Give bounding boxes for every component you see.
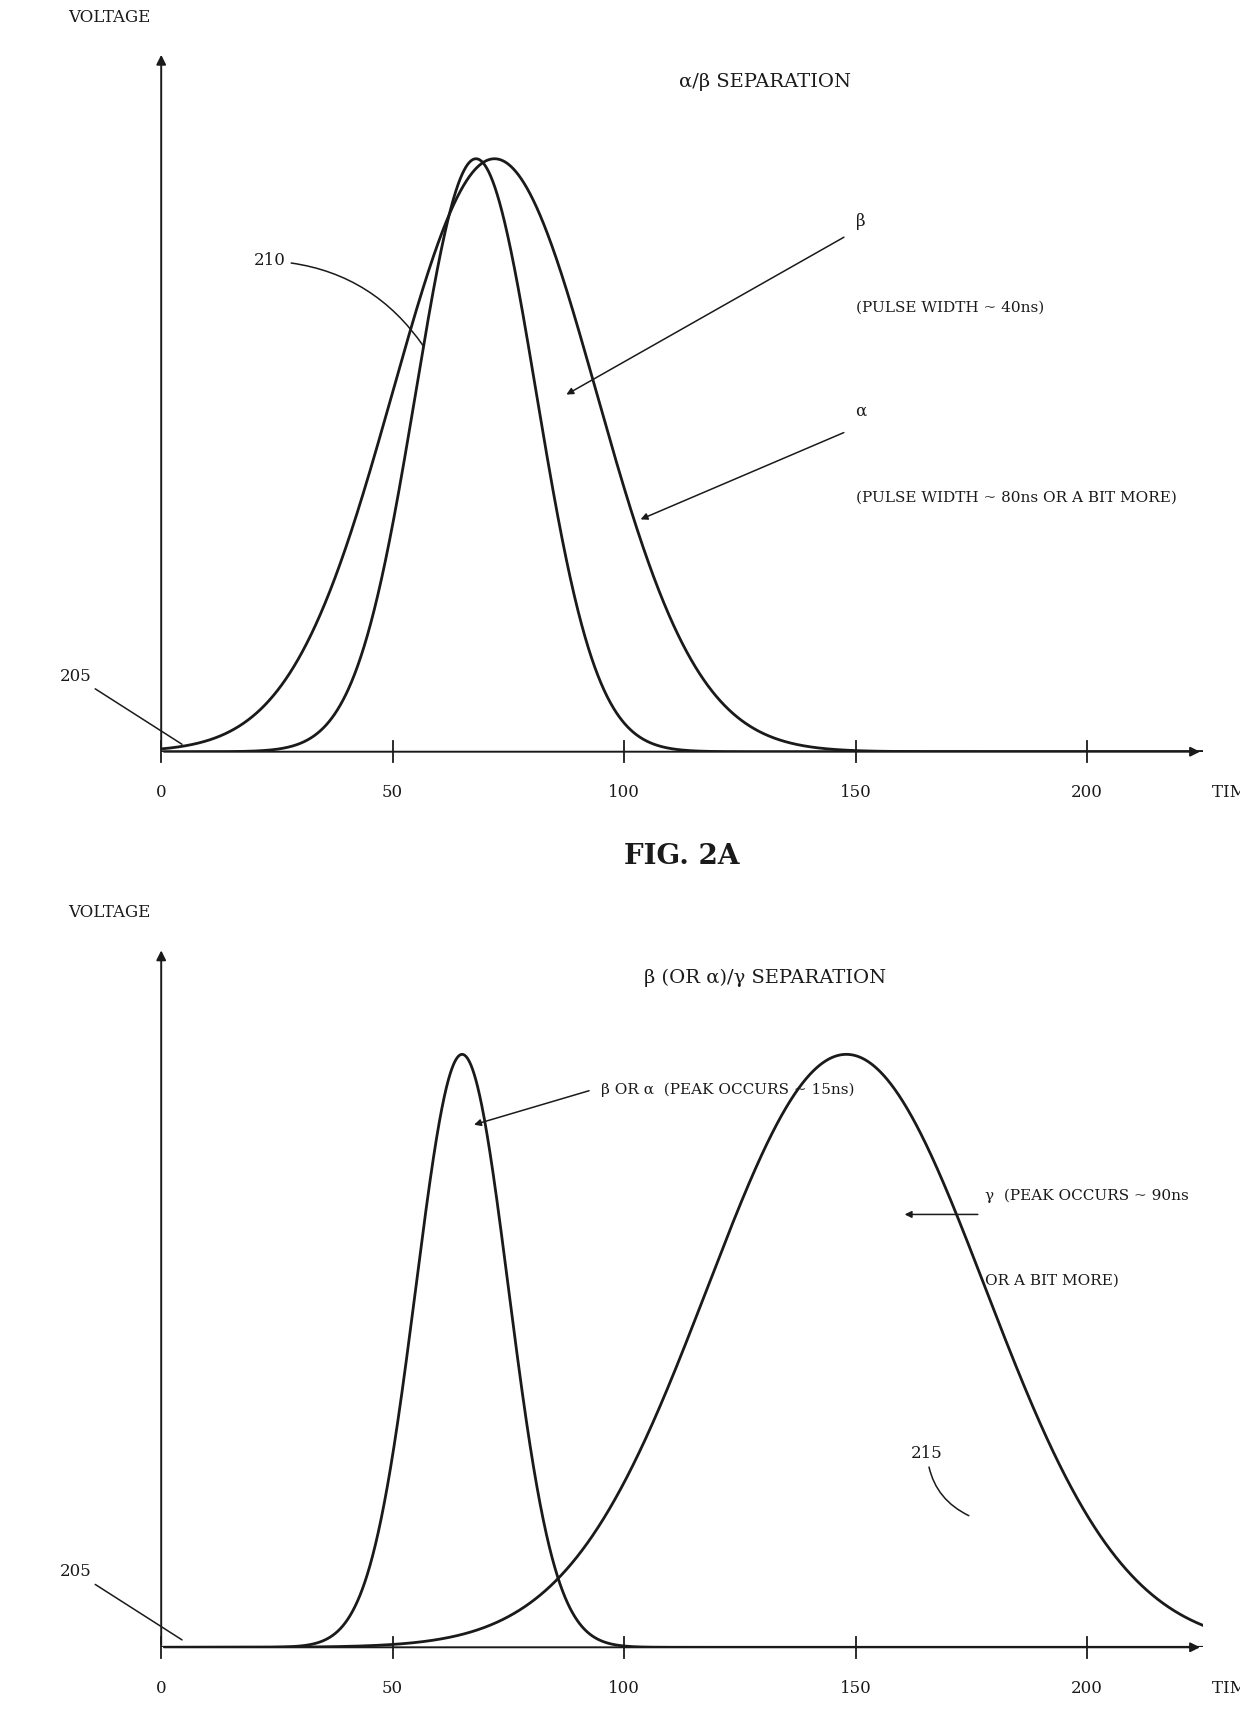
Text: VOLTAGE: VOLTAGE: [68, 903, 151, 921]
Text: 200: 200: [1071, 1680, 1104, 1698]
Text: TIME (ns): TIME (ns): [1211, 1680, 1240, 1698]
Text: FIG. 2A: FIG. 2A: [624, 843, 740, 870]
Text: β: β: [856, 213, 866, 231]
Text: 200: 200: [1071, 784, 1104, 801]
Text: 100: 100: [608, 784, 640, 801]
Text: 150: 150: [839, 784, 872, 801]
Text: (PULSE WIDTH ~ 80ns OR A BIT MORE): (PULSE WIDTH ~ 80ns OR A BIT MORE): [856, 491, 1177, 505]
Text: α: α: [856, 402, 867, 420]
Text: (PULSE WIDTH ~ 40ns): (PULSE WIDTH ~ 40ns): [856, 302, 1044, 316]
Text: 50: 50: [382, 784, 403, 801]
Text: 100: 100: [608, 1680, 640, 1698]
Text: TIME (ns): TIME (ns): [1211, 784, 1240, 801]
Text: 215: 215: [911, 1444, 968, 1516]
Text: α/β SEPARATION: α/β SEPARATION: [680, 73, 852, 90]
Text: 50: 50: [382, 1680, 403, 1698]
Text: 150: 150: [839, 1680, 872, 1698]
Text: 205: 205: [60, 668, 182, 744]
Text: 0: 0: [156, 1680, 166, 1698]
Text: 210: 210: [254, 253, 424, 347]
Text: 0: 0: [156, 784, 166, 801]
Text: VOLTAGE: VOLTAGE: [68, 9, 151, 26]
Text: OR A BIT MORE): OR A BIT MORE): [986, 1274, 1118, 1288]
Text: 205: 205: [60, 1562, 182, 1640]
Text: β OR α  (PEAK OCCURS ~ 15ns): β OR α (PEAK OCCURS ~ 15ns): [601, 1082, 854, 1098]
Text: γ  (PEAK OCCURS ~ 90ns: γ (PEAK OCCURS ~ 90ns: [986, 1188, 1189, 1203]
Text: β (OR α)/γ SEPARATION: β (OR α)/γ SEPARATION: [645, 969, 887, 987]
